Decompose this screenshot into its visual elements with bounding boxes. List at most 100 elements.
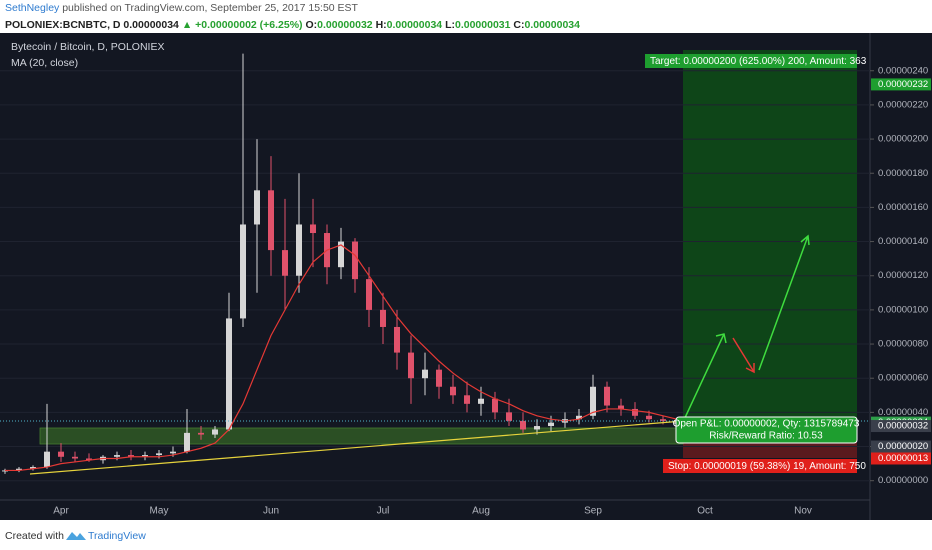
candle-body (44, 451, 50, 468)
candle-body (338, 241, 344, 268)
x-tick-label: Oct (697, 506, 713, 517)
c: 0.00000034 (524, 19, 580, 31)
candle-body (660, 419, 666, 421)
arrow-head (745, 363, 755, 374)
candle-body (604, 386, 610, 406)
candle-body (366, 279, 372, 310)
candle-body (226, 318, 232, 430)
arrow (732, 337, 755, 373)
c-label: C: (513, 19, 525, 31)
y-tick-label: 0.00000160 (878, 202, 928, 213)
pnl-box (675, 416, 858, 444)
y-tick-label: 0.00000000 (878, 475, 928, 486)
candle-body (114, 455, 120, 457)
candle-body (142, 455, 148, 457)
candle-body (464, 395, 470, 404)
candle-body (310, 224, 316, 234)
footer-created: Created with (5, 530, 64, 542)
candle-body (30, 467, 36, 469)
candle-body (422, 369, 428, 379)
candle-body (520, 420, 526, 430)
candle-body (16, 468, 22, 471)
price-badge-label: 0.00000232 (878, 79, 928, 90)
x-tick-label: Nov (794, 506, 812, 517)
candle-body (58, 451, 64, 457)
y-tick-label: 0.00000140 (878, 236, 928, 247)
candle-body (478, 398, 484, 404)
price-badge-label: 0.00000032 (878, 421, 928, 432)
logo (66, 532, 86, 540)
footer-bg (0, 520, 932, 550)
candle-body (352, 241, 358, 280)
target-label-bg (645, 54, 857, 68)
candle-body (282, 250, 288, 276)
x-tick-label: Aug (472, 506, 490, 517)
candle-body (212, 429, 218, 435)
price-badge (871, 440, 931, 453)
x-tick-label: Jun (263, 506, 279, 517)
candle-body (268, 190, 274, 251)
candle-body (156, 453, 162, 456)
l: 0.00000031 (454, 19, 511, 31)
chart-title: Bytecoin / Bitcoin, D, POLONIEX (11, 41, 164, 53)
support-zone (39, 427, 684, 445)
candle-body (408, 352, 414, 379)
stop-label-bg (663, 459, 857, 473)
candle-body (128, 455, 134, 457)
price-badge-label: 0.00000013 (878, 453, 928, 464)
publish-line: SethNegley published on TradingView.com,… (5, 2, 358, 14)
author[interactable]: SethNegley (5, 2, 60, 14)
stop-label: Stop: 0.00000019 (59.38%) 19, Amount: 75… (668, 461, 866, 472)
h-label: H: (375, 19, 387, 31)
symbol-line: POLONIEX:BCNBTC, D 0.00000034 ▲ +0.00000… (5, 19, 580, 31)
y-tick-label: 0.00000060 (878, 373, 928, 384)
last: 0.00000034 (123, 19, 179, 31)
y-tick-label: 0.00000240 (878, 65, 928, 76)
arrow-head (715, 333, 727, 344)
candle-body (170, 451, 176, 454)
y-tick-label: 0.00000200 (878, 134, 928, 145)
candle-body (492, 398, 498, 413)
candle-body (618, 405, 624, 409)
h: 0.00000034 (386, 19, 443, 31)
x-tick-label: May (150, 506, 169, 517)
l-label: L: (445, 19, 455, 31)
y-tick-label: 0.00000040 (878, 407, 928, 418)
footer-brand[interactable]: TradingView (88, 530, 146, 542)
y-tick-label: 0.00000080 (878, 339, 928, 350)
y-tick-label: 0.00000220 (878, 99, 928, 110)
o-label: O: (305, 19, 318, 31)
published: published on TradingView.com, September … (62, 2, 358, 14)
candle-body (576, 415, 582, 420)
price-badge-label: 0.00000020 (878, 441, 928, 452)
candle-body (254, 190, 260, 225)
candle-body (72, 456, 78, 459)
candle-body (534, 426, 540, 430)
symbol: POLONIEX:BCNBTC, D (5, 19, 121, 31)
trend-line (29, 420, 684, 475)
candle-body (296, 224, 302, 276)
candle-body (394, 326, 400, 353)
candle-body (198, 432, 204, 435)
candle-body (646, 415, 652, 420)
y-tick-label: 0.00000100 (878, 304, 928, 315)
x-tick-label: Sep (584, 506, 602, 517)
candle-body (86, 458, 92, 461)
candle-body (436, 369, 442, 387)
candle-body (184, 432, 190, 452)
ratio-label: Risk/Reward Ratio: 10.53 (709, 431, 823, 442)
x-tick-label: Jul (377, 506, 390, 517)
target-label: Target: 0.00000200 (625.00%) 200, Amount… (650, 56, 867, 67)
candle-body (548, 422, 554, 427)
candle-body (450, 386, 456, 396)
candle-body (240, 224, 246, 319)
candle-body (506, 412, 512, 421)
price-badge (871, 452, 931, 465)
y-tick-label: 0.00000180 (878, 168, 928, 179)
arrow (682, 333, 725, 423)
arrow (758, 235, 809, 371)
candle-body (632, 408, 638, 416)
legend-ma: MA (20, close) (11, 57, 78, 69)
